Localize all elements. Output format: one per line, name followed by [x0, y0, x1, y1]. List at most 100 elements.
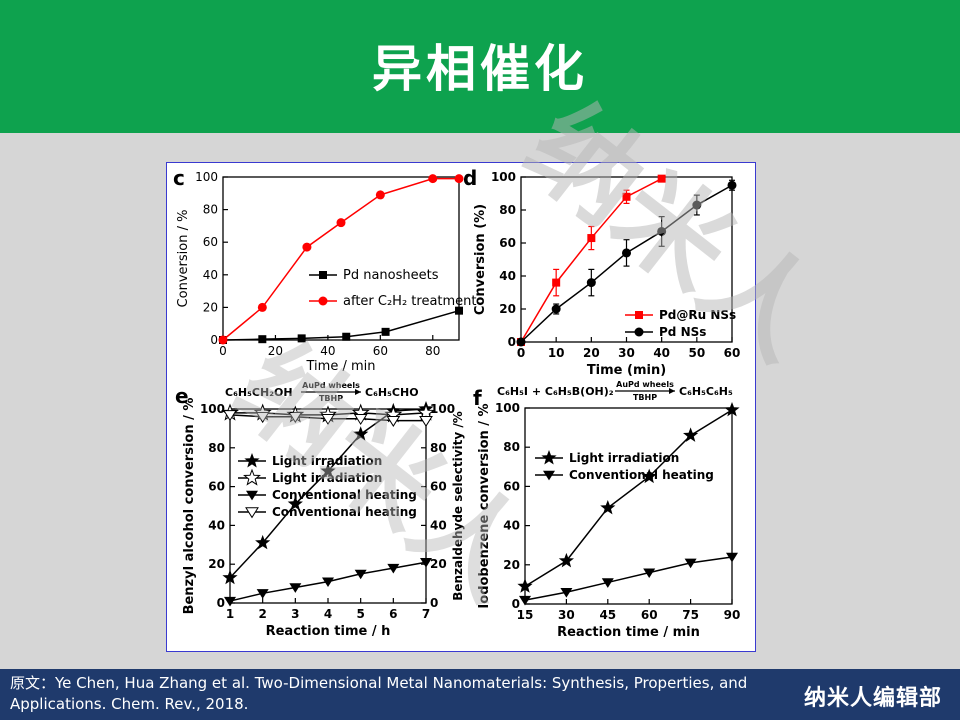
data-point — [342, 332, 351, 341]
chart-f: f 15 30 45 60 75 90 0 20 40 60 80 100 Reaction time /… — [473, 380, 740, 640]
panel-letter: d — [463, 166, 477, 190]
citation: 原文：Ye Chen, Hua Zhang et al. Two-Dimensi… — [10, 673, 780, 715]
data-point — [516, 337, 526, 347]
data-point — [222, 569, 238, 585]
series-e-3 — [223, 410, 433, 427]
y-tick-label: 80 — [208, 441, 225, 455]
data-point — [587, 234, 596, 243]
legend-marker — [245, 507, 259, 519]
data-point — [375, 190, 385, 200]
slide-header: 异相催化 — [0, 0, 960, 133]
data-point — [322, 577, 334, 588]
legend-f: Light irradiation Conventional heating — [535, 450, 714, 482]
y-right-tick-label: 100 — [430, 402, 455, 416]
series-c-1 — [218, 174, 464, 345]
data-point — [641, 468, 657, 484]
data-point — [419, 415, 433, 427]
figure-panel: c 0 20 40 60 80 0 20 40 60 80 100 Time / min Conversi… — [166, 162, 756, 652]
y-tick-label: 0 — [217, 596, 225, 610]
series-line — [524, 556, 733, 601]
y-tick-label: 0 — [508, 335, 516, 349]
legend-label: Conventional heating — [272, 488, 417, 502]
y-tick-label: 80 — [203, 203, 218, 217]
x-tick-label: 80 — [425, 344, 440, 358]
y-axis-label: Iodobenzene conversion / % — [477, 403, 492, 608]
data-point — [287, 496, 303, 511]
data-point — [657, 174, 666, 183]
x-tick-label: 20 — [583, 346, 600, 360]
x-tick-label: 20 — [268, 344, 283, 358]
data-point — [289, 583, 302, 593]
y-tick-label: 80 — [499, 203, 516, 217]
y-axis-label: Conversion / % — [176, 210, 191, 308]
x-axis-label: Reaction time / h — [266, 624, 391, 639]
data-point — [657, 226, 667, 236]
data-point — [428, 174, 438, 184]
data-point — [692, 200, 702, 210]
reaction-reactant: C₆H₅I + C₆H₅B(OH)₂ — [497, 385, 614, 398]
data-point — [454, 174, 464, 184]
y-right-tick-label: 20 — [430, 557, 447, 571]
y-tick-label: 20 — [208, 557, 225, 571]
reaction-arrowhead — [355, 389, 361, 395]
series-e-2 — [224, 558, 432, 607]
legend-marker — [541, 450, 557, 465]
legend-marker — [543, 470, 555, 481]
y-right-tick-label: 60 — [430, 480, 447, 494]
x-tick-label: 75 — [682, 608, 699, 622]
y-tick-label: 0 — [210, 333, 218, 347]
data-point — [353, 426, 369, 441]
data-point — [381, 327, 390, 336]
panel-letter: e — [175, 384, 189, 408]
panel-letter: f — [473, 386, 482, 410]
x-tick-label: 6 — [389, 607, 397, 621]
data-point — [517, 578, 533, 593]
x-tick-label: 3 — [291, 607, 299, 621]
data-point — [218, 335, 228, 345]
legend-d: Pd@Ru NSs Pd NSs — [625, 308, 736, 339]
x-tick-label: 40 — [320, 344, 335, 358]
y-tick-label: 40 — [499, 269, 516, 283]
y-tick-label: 20 — [499, 302, 516, 316]
data-point — [420, 558, 432, 568]
y-tick-label: 100 — [195, 170, 218, 184]
series-d-0 — [517, 174, 666, 346]
data-point — [223, 410, 237, 422]
y-tick-label: 100 — [495, 401, 520, 415]
x-tick-label: 1 — [226, 607, 234, 621]
data-point — [601, 578, 614, 588]
x-tick-label: 40 — [653, 346, 670, 360]
data-point — [519, 595, 531, 606]
data-point — [600, 500, 616, 515]
data-point — [684, 558, 697, 569]
reaction-catalyst: AuPd wheels — [302, 381, 360, 390]
legend-label: Light irradiation — [569, 451, 679, 465]
reaction-reactant: C₆H₅CH₂OH — [225, 386, 293, 399]
data-point — [353, 414, 368, 426]
data-point — [257, 302, 267, 312]
y-right-tick-label: 40 — [430, 518, 447, 532]
legend-label: Pd@Ru NSs — [659, 308, 736, 322]
legend-label: Light irradiation — [272, 454, 382, 468]
data-point — [256, 589, 269, 599]
data-point — [297, 334, 306, 343]
data-point — [560, 588, 573, 598]
data-point — [320, 463, 336, 478]
data-point — [724, 402, 740, 417]
data-point — [622, 192, 631, 201]
legend-marker — [243, 468, 261, 486]
y-axis-label: Benzyl alcohol conversion / % — [182, 398, 197, 615]
data-point — [643, 568, 656, 579]
y-right-axis-label: Benzaldehyde selectivity /% — [451, 411, 465, 601]
x-tick-label: 4 — [324, 607, 332, 621]
data-point — [622, 248, 631, 258]
data-point — [321, 414, 335, 426]
citation-line-1: 原文：Ye Chen, Hua Zhang et al. Two-Dimensi… — [10, 674, 748, 692]
reaction-arrowhead — [669, 388, 675, 394]
data-point — [336, 218, 346, 228]
y-tick-label: 20 — [203, 300, 218, 314]
y-tick-label: 40 — [503, 519, 520, 533]
citation-line-2: Applications. Chem. Rev., 2018. — [10, 695, 249, 713]
y-tick-label: 60 — [503, 479, 520, 493]
